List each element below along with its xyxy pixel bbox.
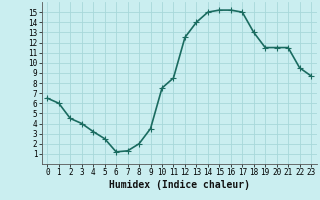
X-axis label: Humidex (Indice chaleur): Humidex (Indice chaleur) bbox=[109, 180, 250, 190]
